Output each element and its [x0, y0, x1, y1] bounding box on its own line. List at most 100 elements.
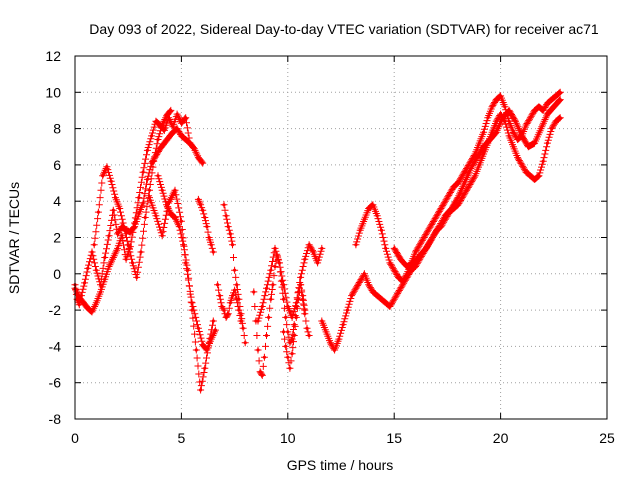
data-point — [550, 127, 554, 131]
data-point — [211, 250, 215, 254]
data-point — [413, 264, 418, 269]
data-point — [194, 348, 198, 352]
y-tick-label: 0 — [53, 266, 61, 282]
data-point — [358, 228, 362, 232]
data-point — [230, 243, 235, 247]
data-point — [354, 243, 358, 247]
data-point — [201, 342, 205, 347]
data-point — [358, 279, 362, 283]
data-point — [286, 355, 290, 359]
data-point — [375, 214, 379, 218]
data-point — [311, 250, 315, 254]
data-point — [271, 283, 275, 287]
data-point — [494, 119, 498, 123]
data-point — [101, 174, 105, 178]
data-point — [188, 141, 192, 145]
data-point — [160, 234, 164, 238]
data-point — [230, 293, 235, 298]
data-point — [545, 112, 550, 116]
data-point — [260, 373, 264, 378]
data-point — [160, 188, 164, 192]
data-point — [430, 221, 435, 225]
data-point — [281, 330, 286, 334]
data-point — [513, 119, 518, 123]
data-point — [460, 174, 464, 178]
data-point — [77, 303, 81, 307]
data-point — [460, 195, 464, 200]
data-point — [213, 328, 218, 332]
data-point — [90, 250, 94, 254]
data-point — [396, 275, 401, 280]
series-track-j — [254, 241, 326, 325]
y-tick-label: 10 — [45, 84, 61, 100]
data-point — [298, 275, 303, 280]
data-point — [124, 257, 128, 261]
data-point — [118, 206, 122, 211]
data-series — [71, 88, 564, 394]
data-point — [345, 308, 349, 312]
data-point — [235, 283, 239, 287]
data-point — [296, 297, 301, 301]
data-point — [262, 355, 266, 359]
y-tick-label: -4 — [49, 338, 62, 354]
data-point — [477, 141, 481, 145]
series-track-c — [90, 106, 175, 281]
data-point — [215, 283, 220, 287]
data-point — [94, 268, 98, 272]
y-tick-label: 2 — [53, 230, 61, 246]
data-point — [418, 254, 422, 258]
data-point — [109, 179, 113, 183]
data-point — [526, 145, 530, 149]
series-track-b — [71, 110, 194, 316]
y-tick-label: 6 — [53, 157, 61, 173]
axis-ticks: 0 5 10 15 20 25 -8 -6 -4 -2 0 2 4 6 8 10 12 — [45, 48, 615, 446]
data-point — [413, 250, 418, 254]
data-point — [558, 90, 562, 94]
data-point — [333, 348, 337, 352]
data-point — [456, 181, 460, 185]
data-point — [288, 366, 292, 370]
data-point — [486, 116, 490, 120]
data-point — [475, 156, 479, 160]
data-point — [554, 94, 558, 98]
data-point — [175, 127, 179, 131]
data-point — [516, 137, 520, 142]
data-point — [167, 136, 171, 140]
data-point — [524, 123, 528, 127]
data-point — [120, 234, 124, 238]
data-point — [233, 268, 237, 272]
chart-title: Day 093 of 2022, Sidereal Day-to-day VTE… — [89, 21, 599, 37]
data-point — [447, 192, 452, 196]
data-point — [171, 125, 175, 129]
data-point — [516, 156, 520, 160]
data-point — [198, 388, 203, 392]
data-point — [371, 290, 375, 294]
data-point — [139, 250, 143, 254]
data-point — [362, 217, 367, 221]
data-point — [115, 232, 120, 236]
data-point — [233, 288, 237, 292]
data-point — [132, 221, 137, 225]
data-point — [130, 261, 135, 265]
data-point — [286, 330, 290, 334]
series-track-f — [194, 195, 217, 256]
x-tick-label: 20 — [493, 430, 509, 446]
data-point — [503, 119, 507, 123]
data-point — [226, 312, 230, 316]
data-point — [537, 105, 541, 109]
data-point — [507, 119, 511, 123]
data-point — [367, 283, 371, 287]
data-point — [473, 174, 477, 178]
data-point — [405, 264, 409, 269]
data-point — [156, 174, 160, 178]
data-point — [371, 203, 375, 207]
data-point — [269, 297, 273, 301]
data-point — [507, 108, 511, 113]
x-tick-label: 5 — [178, 430, 186, 446]
data-point — [307, 243, 311, 247]
data-point — [222, 203, 226, 207]
y-axis-label: SDTVAR / TECUs — [6, 182, 22, 294]
data-point — [511, 145, 515, 149]
data-point — [269, 268, 273, 272]
